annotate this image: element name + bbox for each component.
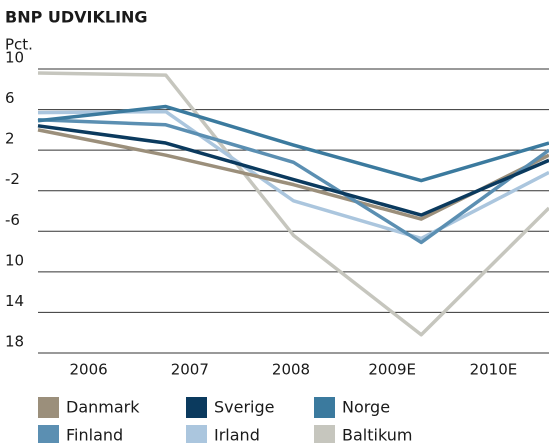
y-tick-label: 2 (5, 130, 15, 148)
legend-label: Finland (66, 426, 123, 443)
x-tick-label: 2009E (368, 361, 416, 379)
legend-swatch (314, 425, 335, 443)
y-tick-label: 10 (5, 251, 24, 269)
legend-label: Baltikum (342, 426, 412, 443)
legend-swatch (186, 425, 207, 443)
y-tick-label: 18 (5, 333, 24, 351)
y-axis-label: Pct. (5, 36, 33, 54)
y-tick-label: -6 (5, 211, 20, 229)
y-tick-label: 6 (5, 89, 15, 107)
y-tick-label: 14 (5, 292, 24, 310)
legend-swatch (38, 397, 59, 418)
y-tick-label: -2 (5, 170, 20, 188)
chart-title: BNP UDVIKLING (5, 8, 148, 27)
legend-label: Norge (342, 398, 390, 417)
legend-swatch (38, 425, 59, 443)
series-line (37, 109, 549, 241)
series-line (37, 71, 549, 337)
legend-label: Irland (214, 426, 260, 443)
series-line (37, 117, 549, 245)
x-tick-label: 2006 (70, 361, 108, 379)
series-line (37, 124, 549, 217)
legend-label: Danmark (66, 398, 140, 417)
x-tick-label: 2007 (171, 361, 209, 379)
legend-swatch (186, 397, 207, 418)
x-tick-label: 2008 (272, 361, 310, 379)
legend-label: Sverige (214, 398, 275, 417)
legend-swatch (314, 397, 335, 418)
y-tick-label: 10 (5, 49, 24, 67)
x-tick-label: 2010E (470, 361, 518, 379)
series-line (37, 104, 549, 183)
